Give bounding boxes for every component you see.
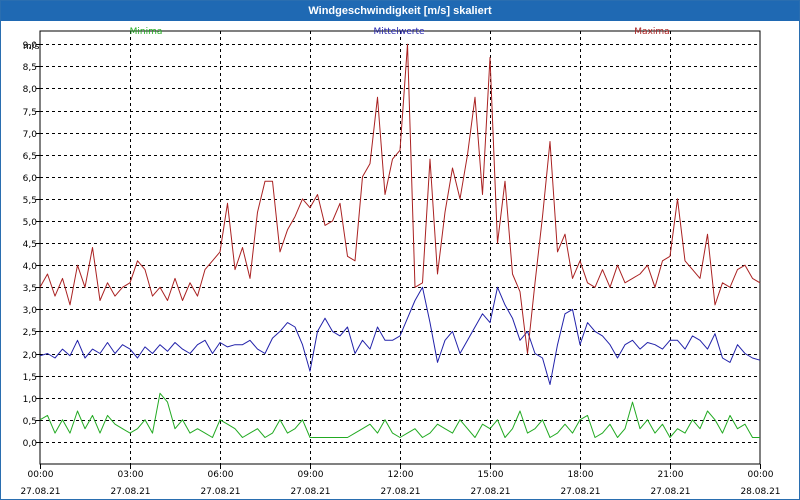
y-tick-label: 5,5 xyxy=(23,196,37,206)
x-tick-time-label: 09:00 xyxy=(298,470,324,480)
y-tick-label: 0,5 xyxy=(23,417,37,427)
x-tick-time-label: 18:00 xyxy=(568,470,594,480)
y-tick-label: 8,5 xyxy=(23,63,37,73)
y-tick-label: 9,0 xyxy=(23,41,38,51)
x-tick-date-label: 27.08.21 xyxy=(650,487,690,497)
y-tick-label: 0,0 xyxy=(23,439,38,449)
y-tick-label: 5,0 xyxy=(23,218,38,228)
legend-entry-mittelwerte: Mittelwerte xyxy=(373,27,424,37)
y-tick-label: 1,0 xyxy=(23,395,38,405)
y-tick-label: 6,5 xyxy=(23,152,37,162)
window-title: Windgeschwindigkeit [m/s] skaliert xyxy=(1,1,799,21)
series-line-mittelwerte xyxy=(39,286,761,385)
series-line-maxima xyxy=(39,43,761,354)
x-tick-time-label: 03:00 xyxy=(118,470,144,480)
y-tick-label: 6,0 xyxy=(23,174,38,184)
x-tick-date-label: 28.08.21 xyxy=(740,487,780,497)
y-tick-label: 4,0 xyxy=(23,262,38,272)
y-tick-label: 8,0 xyxy=(23,85,38,95)
x-tick-time-label: 00:00 xyxy=(28,470,54,480)
y-tick-label: 7,5 xyxy=(23,108,37,118)
x-tick-date-label: 27.08.21 xyxy=(20,487,60,497)
y-tick-label: 3,5 xyxy=(23,284,37,294)
x-tick-time-label: 12:00 xyxy=(388,470,414,480)
x-tick-date-label: 27.08.21 xyxy=(560,487,600,497)
x-tick-date-label: 27.08.21 xyxy=(380,487,420,497)
x-tick-date-label: 27.08.21 xyxy=(470,487,510,497)
x-tick-time-label: 06:00 xyxy=(208,470,234,480)
y-tick-label: 1,5 xyxy=(23,373,37,383)
x-tick-date-label: 27.08.21 xyxy=(110,487,150,497)
y-tick-label: 3,0 xyxy=(23,306,38,316)
series-line-minima xyxy=(39,392,760,438)
legend-entry-minima: Minima xyxy=(130,27,163,37)
x-tick-date-label: 27.08.21 xyxy=(200,487,240,497)
x-tick-date-label: 27.08.21 xyxy=(290,487,330,497)
wind-speed-chart: 0,0 0,5 1,0 1,5 2,0 2,5 3,0 3,5 4,0 4,5 5,0 5,5 6,0 6… xyxy=(20,27,780,497)
y-tick-label: 4,5 xyxy=(23,240,37,250)
x-tick-time-label: 21:00 xyxy=(658,470,684,480)
y-tick-label: 7,0 xyxy=(23,130,38,140)
x-tick-time-label: 15:00 xyxy=(478,470,504,480)
y-axis-label: m/s xyxy=(23,42,40,52)
x-tick-time-label: 00:00 xyxy=(748,470,774,480)
y-tick-label: 2,5 xyxy=(23,328,37,338)
y-tick-label: 2,0 xyxy=(23,351,38,361)
legend-entry-maxima: Maxima xyxy=(634,27,669,37)
